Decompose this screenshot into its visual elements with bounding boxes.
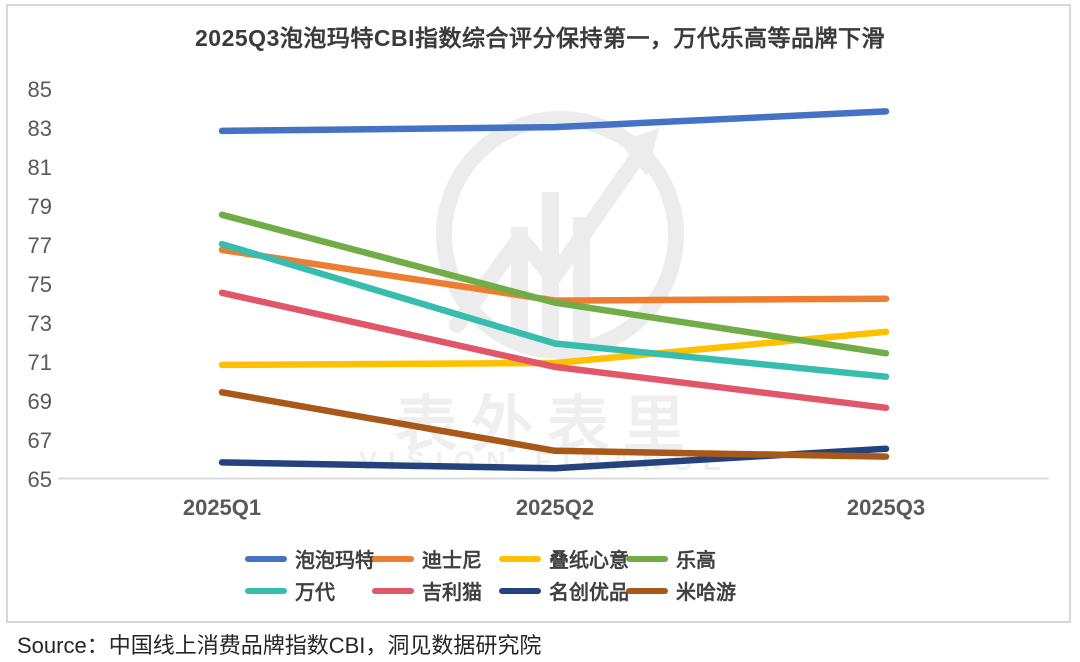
x-axis-tick-label: 2025Q3 [846,495,926,520]
legend-label: 叠纸心意 [549,550,629,572]
legend-swatch [372,555,414,562]
legend-item-jellycat: 吉利猫 [372,578,499,604]
legend-swatch [626,587,668,594]
y-axis-tick-label: 69 [27,389,52,414]
legend-swatch [499,587,541,594]
x-axis-tick-label: 2025Q1 [182,495,262,520]
y-axis-tick-label: 71 [27,350,52,375]
legend-item-disney: 迪士尼 [372,546,499,572]
source-note: Source：中国线上消费品牌指数CBI，洞见数据研究院 [17,633,542,658]
legend-item-lego: 乐高 [626,546,753,572]
chart-title: 2025Q3泡泡玛特CBI指数综合评分保持第一，万代乐高等品牌下滑 [195,25,885,51]
y-axis-tick-label: 83 [27,116,52,141]
watermark-text-en: VISION FINANCE [358,446,733,476]
y-axis-tick-label: 65 [27,467,52,492]
y-axis-tick-label: 79 [27,194,52,219]
legend-swatch [499,555,541,562]
legend-item-popmart: 泡泡玛特 [245,546,375,572]
legend-item-miniso: 名创优品 [499,578,629,604]
x-axis-tick-label: 2025Q2 [515,495,595,520]
legend-label: 迪士尼 [422,550,482,572]
y-axis-tick-label: 77 [27,233,52,258]
legend-label: 乐高 [676,550,716,572]
y-axis-tick-label: 81 [27,155,52,180]
chart-legend: 泡泡玛特 迪士尼 叠纸心意 乐高万代 吉利猫 名创优品 米哈游 [245,546,753,604]
legend-label: 泡泡玛特 [295,550,375,572]
legend-item-mihoyo: 米哈游 [626,578,753,604]
legend-swatch [372,587,414,594]
legend-item-bandai: 万代 [245,578,372,604]
legend-label: 吉利猫 [422,582,482,604]
y-axis-tick-label: 67 [27,428,52,453]
watermark-logo-icon [436,111,684,359]
y-axis-tick-label: 73 [27,311,52,336]
legend-swatch [245,587,287,594]
legend-swatch [626,555,668,562]
legend-label: 米哈游 [676,582,736,604]
y-axis-tick-label: 75 [27,272,52,297]
legend-label: 名创优品 [549,582,629,604]
legend-label: 万代 [295,582,335,604]
legend-item-diezhixinyi: 叠纸心意 [499,546,629,572]
legend-swatch [245,555,287,562]
y-axis-tick-label: 85 [27,77,52,102]
